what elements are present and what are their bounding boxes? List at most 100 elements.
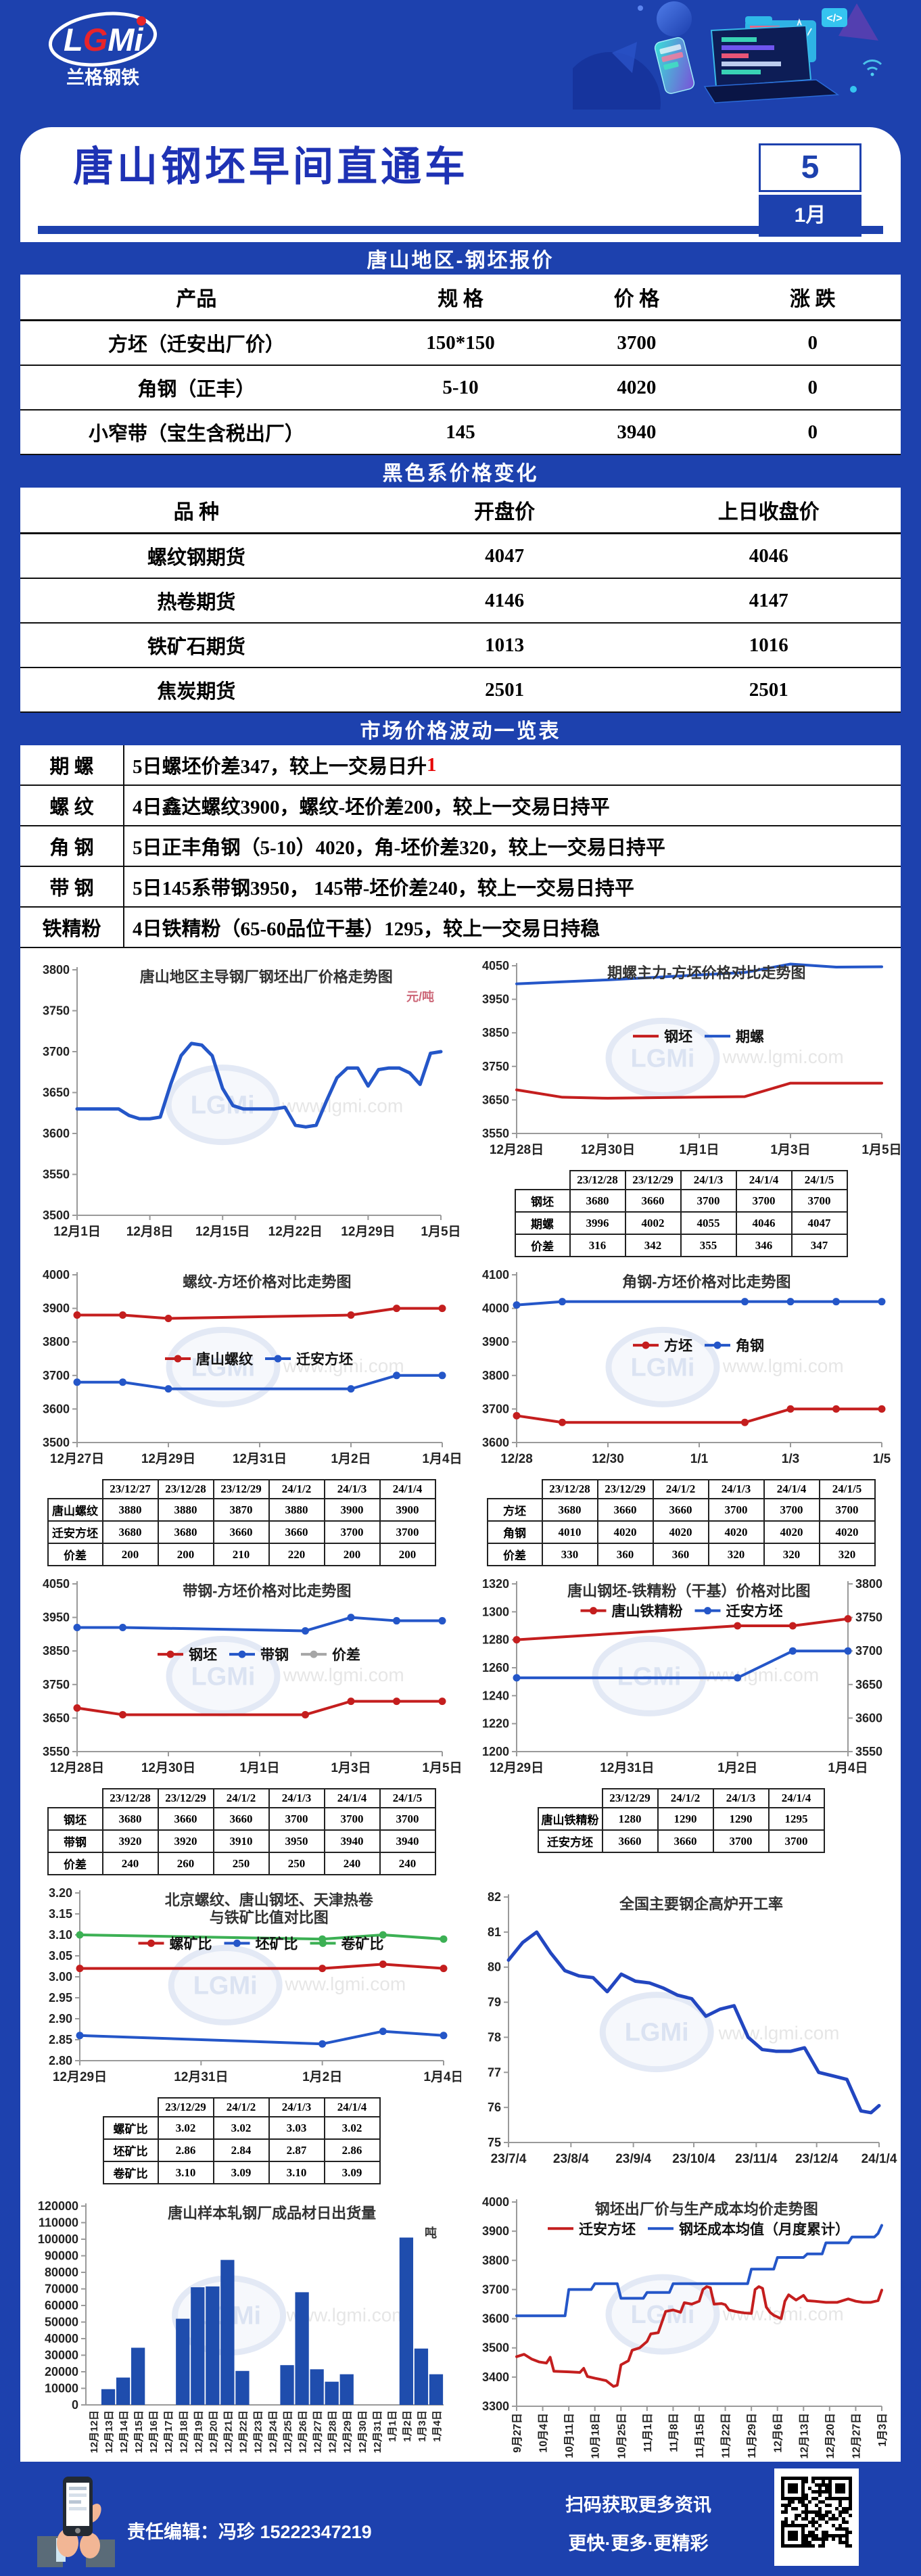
svg-text:1月1日: 1月1日 [387,2410,398,2442]
cell: 0 [724,410,901,455]
svg-text:带钢: 带钢 [260,1647,289,1663]
svg-text:75: 75 [488,2136,501,2149]
svg-text:12月29日: 12月29日 [341,1225,395,1239]
svg-text:3.15: 3.15 [49,1907,72,1921]
svg-text:3800: 3800 [482,1369,509,1382]
svg-text:3400: 3400 [482,2370,509,2384]
svg-text:3500: 3500 [43,1436,70,1449]
svg-text:1月4日: 1月4日 [828,1761,868,1775]
svg-text:4050: 4050 [482,959,509,973]
logo-subtext: 兰格钢铁 [66,68,139,88]
svg-text:70000: 70000 [45,2282,78,2296]
svg-text:3650: 3650 [43,1086,70,1100]
svg-text:1280: 1280 [482,1633,509,1647]
list-item: 螺 纹 4日鑫达螺纹3900，螺纹-坯价差200，较上一交易日持平 [20,786,901,826]
top-band: LGMi 兰格钢铁 </> [0,0,921,127]
svg-text:11月1日: 11月1日 [642,2413,654,2452]
col-header: 品 种 [20,488,373,534]
list-item: 铁精粉 4日铁精粉（65-60品位干基）1295，较上一交易日持稳 [20,908,901,948]
svg-text:北京螺纹、唐山钢坯、天津热卷: 北京螺纹、唐山钢坯、天津热卷 [165,1892,374,1908]
cell: 3700 [548,320,725,366]
svg-text:12月31日: 12月31日 [233,1452,287,1466]
svg-text:10月18日: 10月18日 [590,2413,602,2459]
svg-text:1/1: 1/1 [690,1452,709,1466]
svg-text:LGMi: LGMi [631,2301,695,2329]
cell: 145 [372,410,549,455]
calendar-badge: 5 1月 [759,143,861,237]
svg-text:1月3日: 1月3日 [876,2413,889,2447]
chart-svg: LGMi www.lgmi.com 2.80 2.85 2.90 2.95 3.00 3.05… [49,1886,461,2084]
svg-text:唐山铁精粉: 唐山铁精粉 [612,1603,683,1620]
chart-ore-ratio: LGMi www.lgmi.com 2.80 2.85 2.90 2.95 3.00 3.05… [22,1879,461,2184]
svg-text:3950: 3950 [482,993,509,1006]
svg-text:3700: 3700 [482,1402,509,1415]
svg-text:3850: 3850 [43,1644,70,1658]
svg-text:23/12/4: 23/12/4 [795,2152,839,2166]
svg-text:3700: 3700 [43,1369,70,1382]
chart-table-strip-vs-billet: 23/12/28 23/12/29 24/1/2 24/1/3 24/1/4 24/1/5… [47,1788,436,1875]
svg-text:1月3日: 1月3日 [417,2410,428,2442]
svg-text:钢坯出厂价与生产成本均价走势图: 钢坯出厂价与生产成本均价走势图 [595,2201,818,2218]
svg-text:12月29日: 12月29日 [342,2410,354,2453]
svg-text:吨: 吨 [425,2226,437,2240]
svg-text:www.lgmi.com: www.lgmi.com [283,1355,404,1376]
cell: 3940 [548,410,725,455]
chart-svg: LGMi www.lgmi.com 75 76 77 78 79 80 81 82 23/7/4 23… [488,1890,897,2166]
calendar-day: 5 [759,143,861,192]
svg-text:12月31日: 12月31日 [600,1761,654,1775]
svg-text:3900: 3900 [482,1335,509,1349]
cell: 焦炭期货 [20,668,373,713]
svg-text:1月5日: 1月5日 [421,1225,460,1239]
cell: 2501 [372,668,637,713]
svg-text:钢坯成本均值（月度累计）: 钢坯成本均值（月度累计） [679,2221,849,2237]
svg-text:12月8日: 12月8日 [126,1225,174,1239]
svg-text:12月27日: 12月27日 [50,1452,104,1466]
svg-text:3700: 3700 [855,1644,882,1658]
svg-text:1300: 1300 [482,1605,509,1618]
svg-text:LGMi: LGMi [191,1092,255,1120]
svg-text:12月30日: 12月30日 [357,2410,369,2453]
item-text-body: 4日鑫达螺纹3900，螺纹-坯价差200，较上一交易日持平 [133,797,610,818]
svg-text:3750: 3750 [482,1060,509,1073]
chart-shipment-daily: LGMiwww.lgmi.com010000200003000040000500… [22,2188,461,2462]
svg-text:LGMi: LGMi [631,1044,695,1073]
svg-text:3850: 3850 [482,1026,509,1039]
svg-text:79: 79 [488,1996,501,2009]
svg-text:12月25日: 12月25日 [283,2410,294,2453]
svg-text:10月11日: 10月11日 [563,2413,575,2458]
svg-text:www.lgmi.com: www.lgmi.com [281,1096,403,1117]
chart-blast-furnace-rate: LGMi www.lgmi.com 75 76 77 78 79 80 81 82 23/7/4 23… [461,1879,901,2184]
chart-billet-exfactory-trend: LGMi www.lgmi.com 3500 3550 3600 3650 3700 3750… [22,952,461,1257]
cell: 2501 [636,668,901,713]
svg-text:3600: 3600 [855,1711,882,1725]
table-row: 铁矿石期货 1013 1016 [20,623,901,668]
svg-text:11月15日: 11月15日 [694,2413,706,2458]
svg-text:3300: 3300 [482,2399,509,2413]
svg-text:4000: 4000 [43,1268,70,1282]
svg-text:30000: 30000 [45,2349,78,2362]
svg-text:23/7/4: 23/7/4 [491,2152,527,2166]
svg-text:76: 76 [488,2101,501,2114]
svg-text:1/3: 1/3 [782,1452,799,1466]
svg-text:23/10/4: 23/10/4 [672,2152,715,2166]
svg-text:12月29日: 12月29日 [141,1452,195,1466]
cell: 4147 [636,578,901,624]
svg-text:3600: 3600 [482,1436,509,1449]
item-label: 角 钢 [20,826,124,866]
svg-text:40000: 40000 [45,2332,78,2345]
chart-rebarfutures-vs-billet: LGMi www.lgmi.com 3550 3650 3750 3850 3950 4050… [461,952,901,1257]
item-label: 带 钢 [20,867,124,906]
svg-text:钢坯: 钢坯 [189,1647,217,1663]
logo-letters-mi: Mi [108,22,143,57]
table-header-row: 品 种 开盘价 上日收盘价 [20,488,901,534]
svg-text:12月29日: 12月29日 [53,2070,107,2084]
cell: 150*150 [372,320,549,366]
cell: 角钢（正丰） [20,365,373,411]
item-text-body: 5日螺坯价差347，较上一交易日升 [133,756,427,778]
svg-text:1月3日: 1月3日 [331,1761,371,1775]
item-text: 4日鑫达螺纹3900，螺纹-坯价差200，较上一交易日持平 [124,786,901,825]
svg-text:1200: 1200 [482,1745,509,1758]
lgmi-logo-icon: LGMi 兰格钢铁 [48,11,158,88]
svg-text:LGMi: LGMi [625,2019,689,2047]
svg-text:12月26日: 12月26日 [298,2410,309,2453]
